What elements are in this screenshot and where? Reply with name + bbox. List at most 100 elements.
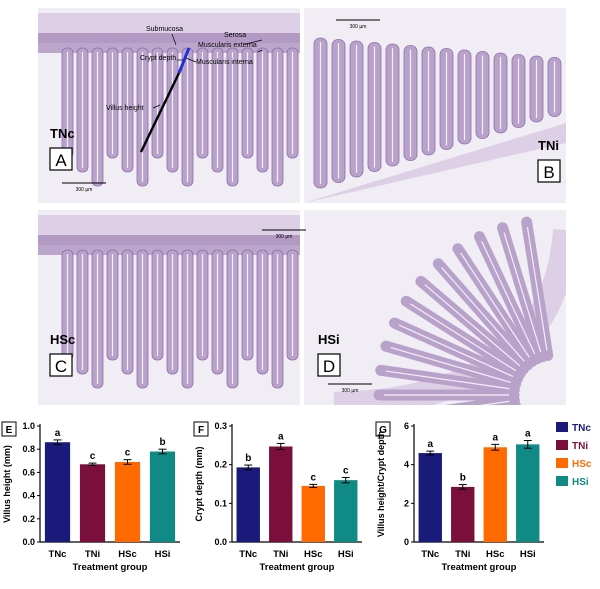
x-tick-label: TNi <box>455 549 470 560</box>
villus-lumen <box>441 267 525 362</box>
y-axis-label: Villus height (mm) <box>2 445 12 523</box>
x-tick-label: HSi <box>338 549 354 560</box>
group-label: HSc <box>50 332 75 347</box>
y-tick-label: 6 <box>404 421 409 431</box>
histology-panel-a <box>38 8 300 203</box>
villus-height-label: Villus height <box>106 105 144 112</box>
x-axis-label: Treatment group <box>260 562 335 573</box>
externa-pointer <box>257 49 263 53</box>
x-axis-label: Treatment group <box>442 562 517 573</box>
significance-letter: a <box>492 432 498 443</box>
panel-tissue <box>38 215 300 389</box>
y-tick-label: 0.2 <box>22 514 35 524</box>
significance-letter: b <box>460 473 466 484</box>
scale-bar-label: 300 µm <box>342 388 359 394</box>
panel-letter-box <box>537 159 561 183</box>
chart-legend: TNc TNi HSc HSi <box>556 422 592 488</box>
y-tick-label: 0.0 <box>214 537 227 547</box>
y-tick-label: 0.3 <box>214 421 227 431</box>
bar-hsi <box>149 451 176 542</box>
significance-letter: a <box>525 429 531 440</box>
legend-swatch-hsi <box>556 476 568 486</box>
histology-panel-c <box>38 210 300 405</box>
chart-villus-crypt-ratio: G 0 2 4 6 Villus height/Crypt depth a TNc b TNi a H… <box>375 421 544 573</box>
bar-tni <box>269 446 293 542</box>
muscularis-externa-label: Muscularis externa <box>198 42 257 49</box>
bar-tni <box>79 464 106 542</box>
significance-letter: c <box>125 448 131 459</box>
villus-lumen <box>385 370 510 390</box>
interna-pointer <box>185 57 197 63</box>
panel-letter: B <box>543 163 554 182</box>
submucosa-label: Submucosa <box>146 26 183 33</box>
y-tick-label: 0.1 <box>214 498 227 508</box>
group-label: HSi <box>318 332 340 347</box>
y-tick-label: 4 <box>404 460 409 470</box>
crypt-depth-label: Crypt depth <box>140 55 176 62</box>
muscle-layer <box>304 123 566 203</box>
legend-label-hsc: HSc <box>572 459 592 470</box>
chart-panel-box <box>375 421 391 437</box>
chart-panel-letter: G <box>379 425 387 436</box>
x-tick-label: HSc <box>486 549 504 560</box>
chart-panel-box <box>1 421 17 437</box>
villus-lumen <box>410 303 517 372</box>
bar-tnc <box>418 453 442 542</box>
bar-hsi <box>516 444 540 542</box>
y-tick-label: 0.2 <box>214 460 227 470</box>
villus-lumen <box>526 226 548 351</box>
submucosa-pointer <box>171 33 177 46</box>
serosa-label: Serosa <box>224 32 246 39</box>
panel-a-annotations: Submucosa Serosa Muscularis externa Musc… <box>106 26 263 153</box>
legend-label-hsi: HSi <box>572 477 589 488</box>
histology-panel-d <box>304 210 566 405</box>
panel-letter: D <box>323 357 335 376</box>
villus-lumen <box>479 400 510 405</box>
panel-tissue <box>304 37 566 203</box>
panel-tissue <box>38 13 300 187</box>
x-tick-label: TNi <box>85 549 100 560</box>
bar-tnc <box>236 467 260 542</box>
bar-hsi <box>334 480 358 542</box>
bar-hsc <box>483 447 507 542</box>
panel-letter-box <box>317 353 341 377</box>
y-tick-label: 2 <box>404 498 409 508</box>
villus-height-line <box>139 72 181 153</box>
significance-letter: a <box>55 428 61 439</box>
panel-tissue <box>333 216 566 405</box>
villus-lumen <box>503 232 542 353</box>
x-tick-label: TNc <box>239 549 257 560</box>
x-tick-label: HSi <box>155 549 171 560</box>
x-axis-label: Treatment group <box>73 562 148 573</box>
bar-charts: E 0.0 0.2 0.4 0.6 0.8 1.0 Villus height (mm) a TN… <box>1 421 592 573</box>
y-tick-label: 1.0 <box>22 421 35 431</box>
y-axis-label: Crypt depth (mm) <box>194 447 204 522</box>
chart-panel-box <box>193 421 209 437</box>
y-tick-label: 0 <box>404 537 409 547</box>
bar-tnc <box>44 442 71 542</box>
legend-label-tni: TNi <box>572 441 588 452</box>
scale-bar-label: 300 µm <box>76 187 93 193</box>
significance-letter: b <box>245 453 251 464</box>
scale-bar-label: 300 µm <box>350 24 367 30</box>
villus-lumen <box>481 240 536 355</box>
panel-letter: A <box>55 151 67 170</box>
significance-letter: c <box>310 472 316 483</box>
panel-letter: C <box>55 357 67 376</box>
group-label: TNc <box>50 126 75 141</box>
x-tick-label: HSi <box>520 549 536 560</box>
serosa-pointer <box>245 39 263 45</box>
bar-hsc <box>301 485 325 542</box>
chart-crypt-depth: F 0.0 0.1 0.2 0.3 Crypt depth (mm) b TNc a TNi c HS… <box>193 421 362 573</box>
chart-panel-letter: F <box>198 425 204 436</box>
significance-letter: c <box>343 465 349 476</box>
y-tick-label: 0.4 <box>22 491 35 501</box>
bar-tni <box>451 486 475 542</box>
y-tick-label: 0.0 <box>22 537 35 547</box>
x-tick-label: HSc <box>304 549 322 560</box>
villus-lumen <box>460 252 530 358</box>
significance-letter: b <box>159 437 165 448</box>
scale-bar-label: 300 µm <box>276 234 293 240</box>
y-tick-label: 0.8 <box>22 444 35 454</box>
villus-lumen <box>424 284 521 367</box>
